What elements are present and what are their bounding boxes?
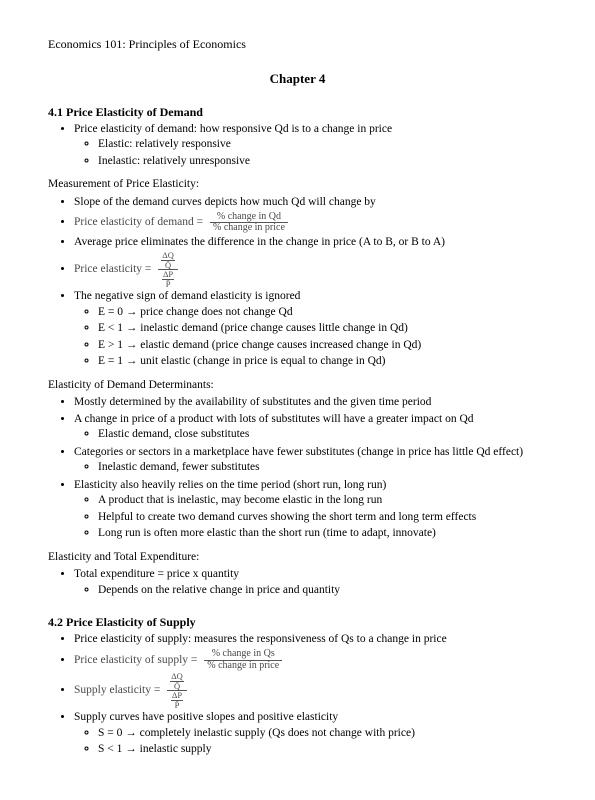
list-item: Average price eliminates the difference … (74, 235, 547, 251)
list-item: A product that is inelastic, may become … (98, 493, 547, 509)
formula-lhs: Price elasticity of demand = (74, 216, 203, 228)
formula-denominator: ΔPP̄ (167, 691, 187, 709)
determinants-subheading: Elasticity of Demand Determinants: (48, 378, 547, 394)
list-item: Price elasticity of demand = % change in… (74, 212, 547, 234)
list-item: Slope of the demand curves depicts how m… (74, 195, 547, 211)
text: The negative sign of demand elasticity i… (74, 290, 300, 302)
course-title: Economics 101: Principles of Economics (48, 36, 547, 52)
section-4-2-list: Price elasticity of supply: measures the… (48, 632, 547, 757)
section-4-2-heading: 4.2 Price Elasticity of Supply (48, 614, 547, 630)
text: Elasticity also heavily relies on the ti… (74, 479, 386, 491)
formula-pe-avg: Price elasticity = ΔQQ̄ ΔPP̄ (74, 263, 178, 275)
measurement-list: Slope of the demand curves depicts how m… (48, 195, 547, 370)
chapter-title: Chapter 4 (48, 70, 547, 88)
formula-lhs: Price elasticity = (74, 263, 151, 275)
list-item: Inelastic demand, fewer substitutes (98, 460, 547, 476)
list-item: Price elasticity of demand: how responsi… (74, 122, 547, 170)
formula-numerator: ΔQQ̄ (167, 672, 187, 691)
list-item: Categories or sectors in a marketplace h… (74, 445, 547, 476)
list-item: E > 1 → elastic demand (price change cau… (98, 338, 547, 354)
text: Categories or sectors in a marketplace h… (74, 446, 523, 458)
list-item: Total expenditure = price x quantity Dep… (74, 567, 547, 598)
expenditure-list: Total expenditure = price x quantity Dep… (48, 567, 547, 598)
list-item: Price elasticity of supply = % change in… (74, 649, 547, 671)
determinants-list: Mostly determined by the availability of… (48, 395, 547, 542)
list-item: Supply elasticity = ΔQQ̄ ΔPP̄ (74, 672, 547, 709)
formula-numerator: ΔQQ̄ (158, 251, 178, 270)
expenditure-subheading: Elasticity and Total Expenditure: (48, 550, 547, 566)
list-item: A change in price of a product with lots… (74, 412, 547, 443)
text: A change in price of a product with lots… (74, 413, 474, 425)
list-item: E = 1 → unit elastic (change in price is… (98, 354, 547, 370)
formula-se-avg: Supply elasticity = ΔQQ̄ ΔPP̄ (74, 684, 187, 696)
formula-denominator: % change in price (204, 661, 282, 672)
list-item: S = 0 → completely inelastic supply (Qs … (98, 726, 547, 742)
list-item: S < 1 → inelastic supply (98, 742, 547, 758)
formula-pes: Price elasticity of supply = % change in… (74, 654, 282, 666)
list-item: Long run is often more elastic than the … (98, 526, 547, 542)
formula-denominator: % change in price (210, 223, 288, 234)
list-item: Inelastic: relatively unresponsive (98, 154, 547, 170)
formula-lhs: Price elasticity of supply = (74, 654, 197, 666)
list-item: Supply curves have positive slopes and p… (74, 710, 547, 758)
formula-ped: Price elasticity of demand = % change in… (74, 216, 288, 228)
list-item: Mostly determined by the availability of… (74, 395, 547, 411)
list-item: Price elasticity of supply: measures the… (74, 632, 547, 648)
list-item: Price elasticity = ΔQQ̄ ΔPP̄ (74, 251, 547, 288)
text: Total expenditure = price x quantity (74, 568, 239, 580)
section-4-1-heading: 4.1 Price Elasticity of Demand (48, 104, 547, 120)
list-item: E = 0 → price change does not change Qd (98, 305, 547, 321)
list-item: Elastic: relatively responsive (98, 137, 547, 153)
document-page: Economics 101: Principles of Economics C… (0, 0, 595, 800)
list-item: Elasticity also heavily relies on the ti… (74, 478, 547, 542)
formula-denominator: ΔPP̄ (158, 270, 178, 288)
list-item: Depends on the relative change in price … (98, 583, 547, 599)
text: Supply curves have positive slopes and p… (74, 711, 338, 723)
formula-numerator: % change in Qs (204, 649, 282, 661)
list-item: Helpful to create two demand curves show… (98, 510, 547, 526)
list-item: Elastic demand, close substitutes (98, 427, 547, 443)
text: Price elasticity of demand: how responsi… (74, 123, 392, 135)
formula-lhs: Supply elasticity = (74, 684, 160, 696)
section-4-1-list: Price elasticity of demand: how responsi… (48, 122, 547, 170)
list-item: The negative sign of demand elasticity i… (74, 289, 547, 370)
measurement-subheading: Measurement of Price Elasticity: (48, 177, 547, 193)
list-item: E < 1 → inelastic demand (price change c… (98, 321, 547, 337)
